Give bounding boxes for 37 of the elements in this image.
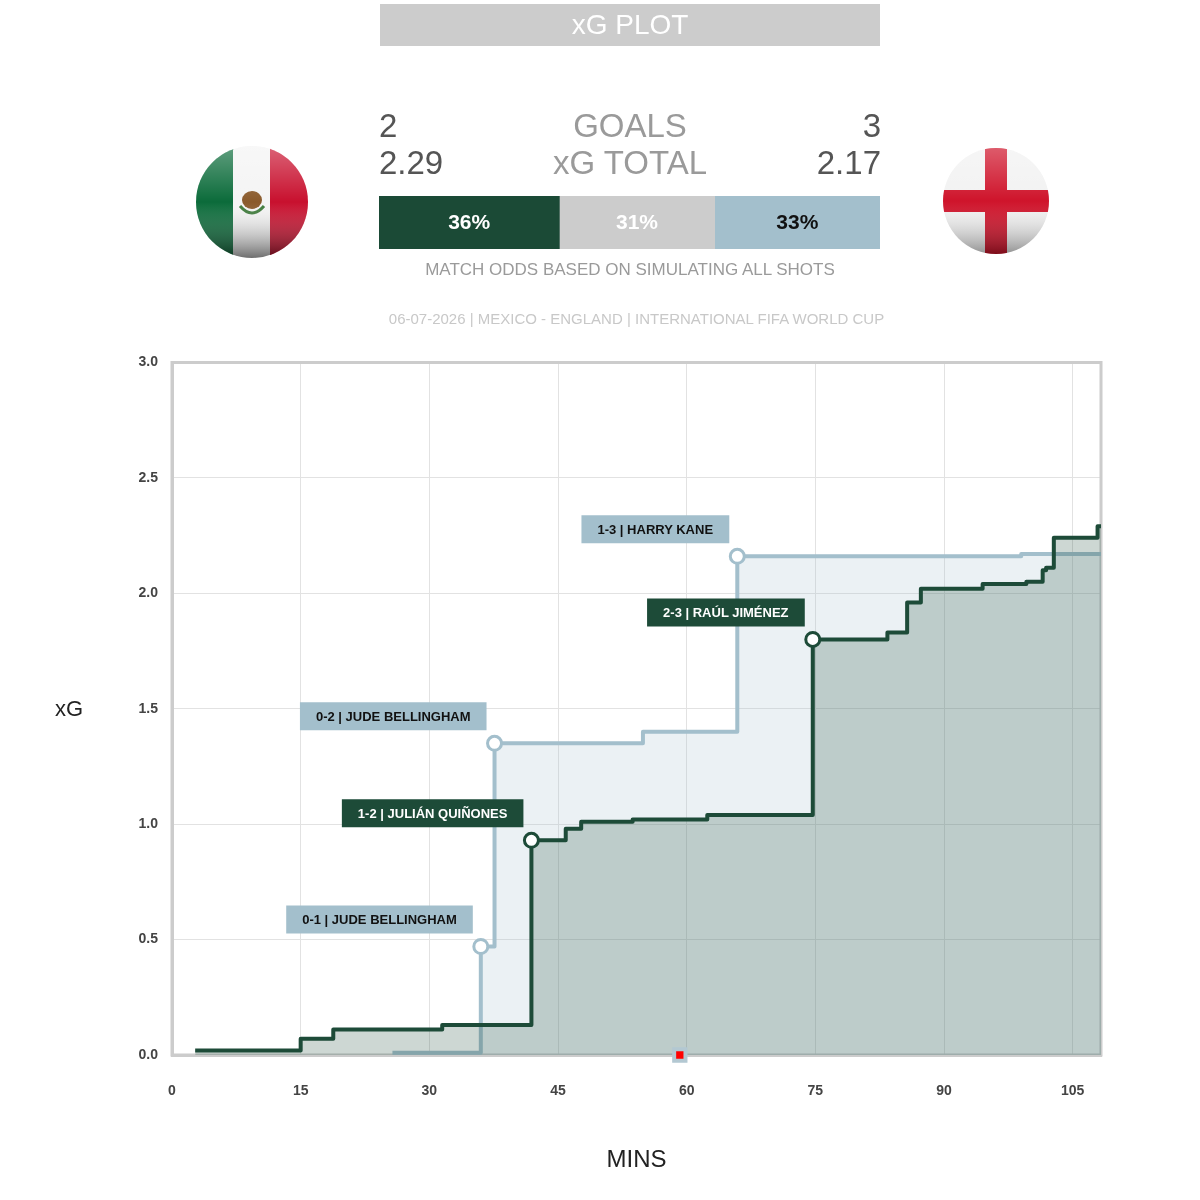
x-tick-label: 0	[168, 1082, 177, 1099]
y-tick-label: 1.5	[138, 699, 159, 716]
x-tick-label: 30	[421, 1082, 438, 1099]
annotation: 0-2 | JUDE BELLINGHAM	[315, 708, 471, 724]
text: GOALS	[573, 107, 687, 144]
y-tick-label: 0.0	[138, 1045, 159, 1062]
y-axis-title: xG	[55, 695, 84, 722]
y-tick-label: 1.0	[138, 814, 159, 831]
text: xG TOTAL	[552, 144, 708, 181]
x-tick-label: 15	[292, 1082, 309, 1099]
point	[728, 547, 746, 565]
point	[522, 831, 540, 849]
annotation: 2-3 | RAÚL JIMÉNEZ	[663, 605, 789, 621]
x-tick-label: 75	[807, 1082, 824, 1099]
point	[486, 734, 504, 752]
annotation: 0-1 | JUDE BELLINGHAM	[302, 912, 457, 928]
point	[804, 630, 822, 648]
annotation: 1-3 | HARRY KANE	[597, 521, 714, 537]
x-tick-label: 45	[550, 1082, 567, 1099]
data-label: 33%	[776, 210, 819, 234]
y-tick-label: 2.5	[138, 468, 159, 485]
x-tick-label: 90	[936, 1082, 953, 1099]
annotation: 1-2 | JULIÁN QUIÑONES	[357, 805, 508, 821]
x-tick-label: 60	[678, 1082, 695, 1099]
point	[472, 937, 490, 955]
text: 3	[862, 107, 881, 144]
text: 2.29	[379, 144, 444, 181]
x-axis-title: MINS	[606, 1145, 667, 1173]
y-tick-label: 2.0	[138, 584, 159, 601]
x-tick-label: 105	[1061, 1082, 1085, 1099]
text: 2	[379, 107, 398, 144]
data-label: 36%	[448, 210, 491, 234]
text: MATCH ODDS BASED ON SIMULATING ALL SHOTS	[425, 260, 835, 280]
y-tick-label: 0.5	[138, 930, 159, 947]
y-tick-label: 3.0	[138, 353, 159, 370]
point	[672, 1047, 688, 1063]
text: 2.17	[816, 144, 881, 181]
